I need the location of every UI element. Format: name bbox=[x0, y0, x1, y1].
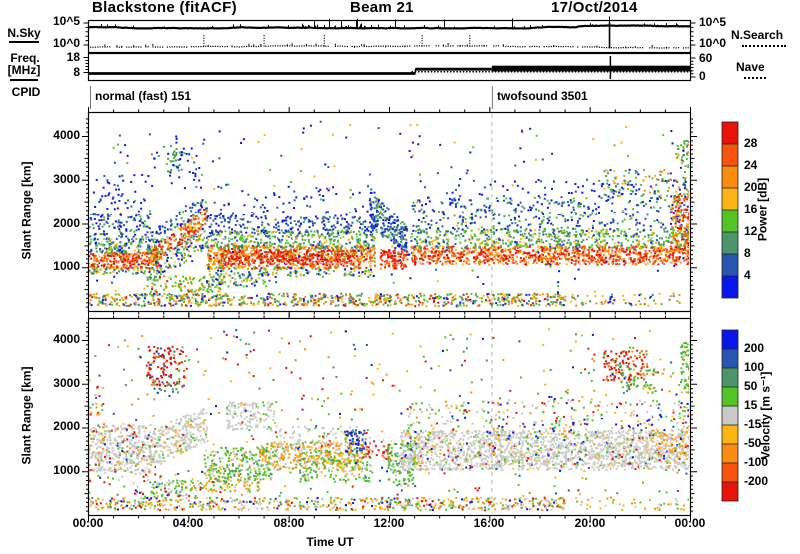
xtick-1200: 12:00 bbox=[373, 516, 405, 530]
cpid-entry-normal: normal (fast) 151 bbox=[95, 89, 192, 103]
nsky-label: N.Sky bbox=[7, 26, 41, 40]
xtick-2000: 20:00 bbox=[574, 516, 606, 530]
power-cbar-16: 16 bbox=[744, 202, 758, 216]
vel-cbar-m100: -100 bbox=[744, 455, 769, 469]
power-cbar-28: 28 bbox=[744, 136, 758, 150]
power-cbar-12: 12 bbox=[744, 224, 758, 238]
power-yaxis-title: Slant Range [km] bbox=[19, 161, 34, 260]
xtick-0000b: 00:00 bbox=[674, 516, 706, 530]
vel-cbar-m15: -15 bbox=[744, 417, 762, 431]
nave-dotted-sample bbox=[744, 77, 766, 79]
velocity-ytick-1000: 1000 bbox=[53, 463, 80, 477]
noise-ytick-top-left: 10^5 bbox=[52, 14, 80, 28]
velocity-ytick-2000: 2000 bbox=[53, 419, 80, 433]
velocity-ytick-3000: 3000 bbox=[53, 376, 80, 390]
power-ytick-3000: 3000 bbox=[53, 172, 80, 186]
freq-unit-label: [MHz] bbox=[7, 63, 41, 77]
nave-label: Nave bbox=[736, 60, 765, 74]
freq-label: Freq. bbox=[10, 51, 40, 65]
vel-cbar-200: 200 bbox=[744, 341, 765, 355]
cpid-entry-twofsound: twofsound 3501 bbox=[497, 89, 588, 103]
xtick-0000a: 00:00 bbox=[72, 516, 104, 530]
xtick-1600: 16:00 bbox=[473, 516, 505, 530]
cpid-label: CPID bbox=[11, 85, 41, 99]
radar-title: Blackstone (fitACF) bbox=[92, 0, 237, 16]
freq-ytick-top: 18 bbox=[66, 50, 80, 64]
noise-ytick-bottom-left: 10^0 bbox=[52, 36, 80, 50]
vel-cbar-50: 50 bbox=[744, 379, 758, 393]
nave-ytick-bottom: 0 bbox=[699, 69, 706, 83]
freq-ytick-bottom: 8 bbox=[73, 65, 80, 79]
vel-cbar-100: 100 bbox=[744, 360, 765, 374]
date-label: 17/Oct/2014 bbox=[551, 0, 638, 16]
power-cbar-24: 24 bbox=[744, 158, 758, 172]
noise-ytick-bottom-right: 10^0 bbox=[699, 36, 727, 50]
power-ytick-4000: 4000 bbox=[53, 128, 80, 142]
power-ytick-2000: 2000 bbox=[53, 216, 80, 230]
nsearch-dotted-sample bbox=[742, 45, 786, 47]
power-ytick-1000: 1000 bbox=[53, 259, 80, 273]
vel-cbar-15: 15 bbox=[744, 398, 758, 412]
xtick-0800: 08:00 bbox=[273, 516, 305, 530]
xtick-0400: 04:00 bbox=[172, 516, 204, 530]
power-cbar-4: 4 bbox=[744, 268, 751, 282]
velocity-ytick-4000: 4000 bbox=[53, 332, 80, 346]
freq-line-sample bbox=[10, 79, 38, 81]
xaxis-title: Time UT bbox=[306, 535, 354, 549]
velocity-yaxis-title: Slant Range [km] bbox=[19, 366, 34, 465]
nave-ytick-top: 60 bbox=[699, 51, 713, 65]
noise-ytick-top-right: 10^5 bbox=[699, 15, 727, 29]
beam-label: Beam 21 bbox=[350, 0, 414, 16]
nsearch-label: N.Search bbox=[731, 28, 784, 42]
power-cbar-8: 8 bbox=[744, 246, 751, 260]
power-colorbar-title: Power [dB] bbox=[755, 177, 770, 242]
nsky-line-sample bbox=[9, 41, 39, 43]
power-cbar-20: 20 bbox=[744, 180, 758, 194]
vel-cbar-m200: -200 bbox=[744, 474, 769, 488]
vel-cbar-m50: -50 bbox=[744, 436, 762, 450]
